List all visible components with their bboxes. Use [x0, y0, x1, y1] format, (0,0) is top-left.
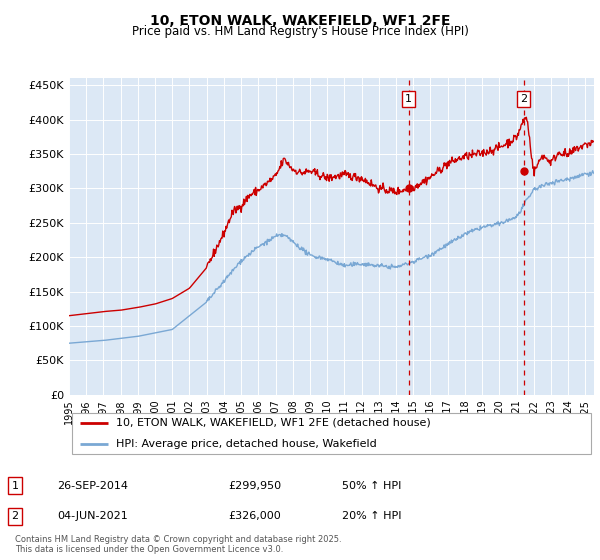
Text: 2: 2	[520, 94, 527, 104]
Text: 10, ETON WALK, WAKEFIELD, WF1 2FE: 10, ETON WALK, WAKEFIELD, WF1 2FE	[150, 14, 450, 28]
Text: HPI: Average price, detached house, Wakefield: HPI: Average price, detached house, Wake…	[116, 439, 377, 449]
Text: 50% ↑ HPI: 50% ↑ HPI	[342, 480, 401, 491]
Text: £326,000: £326,000	[228, 511, 281, 521]
Text: 1: 1	[405, 94, 412, 104]
Text: 2: 2	[11, 511, 19, 521]
Text: Contains HM Land Registry data © Crown copyright and database right 2025.
This d: Contains HM Land Registry data © Crown c…	[15, 535, 341, 554]
Text: 10, ETON WALK, WAKEFIELD, WF1 2FE (detached house): 10, ETON WALK, WAKEFIELD, WF1 2FE (detac…	[116, 418, 431, 428]
Text: Price paid vs. HM Land Registry's House Price Index (HPI): Price paid vs. HM Land Registry's House …	[131, 25, 469, 38]
Text: 20% ↑ HPI: 20% ↑ HPI	[342, 511, 401, 521]
FancyBboxPatch shape	[71, 413, 592, 454]
Text: £299,950: £299,950	[228, 480, 281, 491]
Text: 04-JUN-2021: 04-JUN-2021	[57, 511, 128, 521]
Text: 26-SEP-2014: 26-SEP-2014	[57, 480, 128, 491]
Text: 1: 1	[11, 480, 19, 491]
